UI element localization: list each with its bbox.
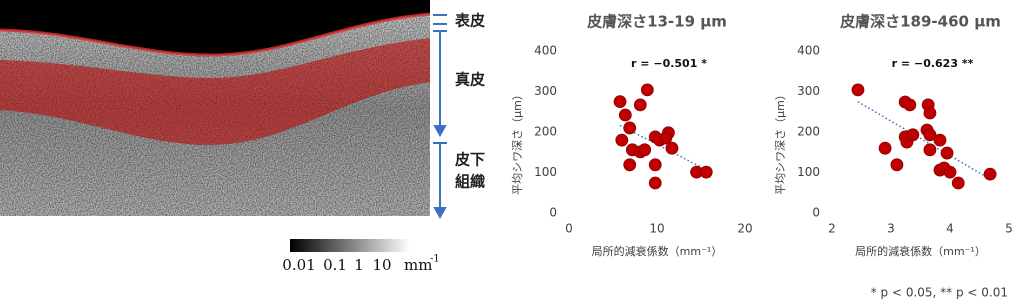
- point: [851, 83, 865, 97]
- point: [659, 131, 673, 145]
- point: [640, 83, 654, 97]
- y-tick-label: 100: [797, 165, 820, 179]
- point: [699, 165, 713, 179]
- trend-line: [619, 124, 707, 171]
- point: [633, 98, 647, 112]
- x-tick-label: 2: [828, 222, 836, 236]
- point: [638, 143, 652, 157]
- y-tick-label: 0: [812, 206, 820, 220]
- y-tick-label: 400: [534, 44, 557, 58]
- x-tick-label: 4: [946, 222, 954, 236]
- x-tick-label: 3: [887, 222, 895, 236]
- point: [890, 158, 904, 172]
- annotation: r = −0.501 *: [631, 57, 707, 70]
- point: [943, 165, 957, 179]
- annotation: r = −0.623 **: [892, 57, 974, 70]
- y-tick-label: 200: [797, 125, 820, 139]
- point: [983, 167, 997, 181]
- y-tick-label: 0: [549, 206, 557, 220]
- chart-title: 皮膚深さ189-460 μm: [840, 13, 1001, 31]
- point: [903, 98, 917, 112]
- point: [923, 106, 937, 120]
- point: [923, 143, 937, 157]
- point: [951, 176, 965, 190]
- y-tick-label: 100: [534, 165, 557, 179]
- point: [940, 146, 954, 160]
- point: [615, 133, 629, 147]
- y-axis-label: 平均シワ深さ（μm）: [511, 89, 524, 195]
- x-tick-label: 5: [1005, 222, 1013, 236]
- x-axis-label: 局所的減衰係数（mm⁻¹）: [592, 244, 723, 258]
- point: [613, 95, 627, 109]
- chart-title: 皮膚深さ13-19 μm: [587, 13, 727, 31]
- point: [665, 141, 679, 155]
- footnote: * p < 0.05, ** p < 0.01: [871, 286, 1008, 300]
- x-axis-label: 局所的減衰係数（mm⁻¹）: [855, 244, 986, 258]
- colorbar-unit-exp: -1: [430, 254, 440, 265]
- point: [923, 128, 937, 142]
- trend-line: [857, 101, 991, 180]
- x-tick-label: 0: [565, 222, 573, 236]
- layer-brackets: [433, 14, 447, 220]
- x-tick-label: 20: [737, 222, 752, 236]
- layer-label: 皮下: [455, 151, 485, 169]
- point: [906, 128, 920, 142]
- layer-label: 組織: [455, 173, 485, 191]
- point: [648, 158, 662, 172]
- point: [618, 108, 632, 122]
- point: [878, 141, 892, 155]
- layer-label: 表皮: [455, 12, 485, 30]
- y-tick-label: 400: [797, 44, 820, 58]
- colorbar: [290, 239, 410, 252]
- colorbar-tick: 1: [354, 256, 364, 274]
- y-axis-label: 平均シワ深さ（μm）: [774, 89, 787, 195]
- colorbar-tick: 0.01: [282, 256, 315, 274]
- point: [648, 176, 662, 190]
- colorbar-tick: 0.1: [323, 256, 347, 274]
- layer-label: 真皮: [455, 71, 485, 89]
- colorbar-tick: 10: [372, 256, 391, 274]
- y-tick-label: 200: [534, 125, 557, 139]
- point: [623, 158, 637, 172]
- y-tick-label: 300: [797, 84, 820, 98]
- oct-image: [0, 0, 430, 216]
- y-tick-label: 300: [534, 84, 557, 98]
- point: [933, 133, 947, 147]
- x-tick-label: 10: [649, 222, 664, 236]
- point: [623, 121, 637, 135]
- colorbar-unit: mm: [404, 256, 432, 274]
